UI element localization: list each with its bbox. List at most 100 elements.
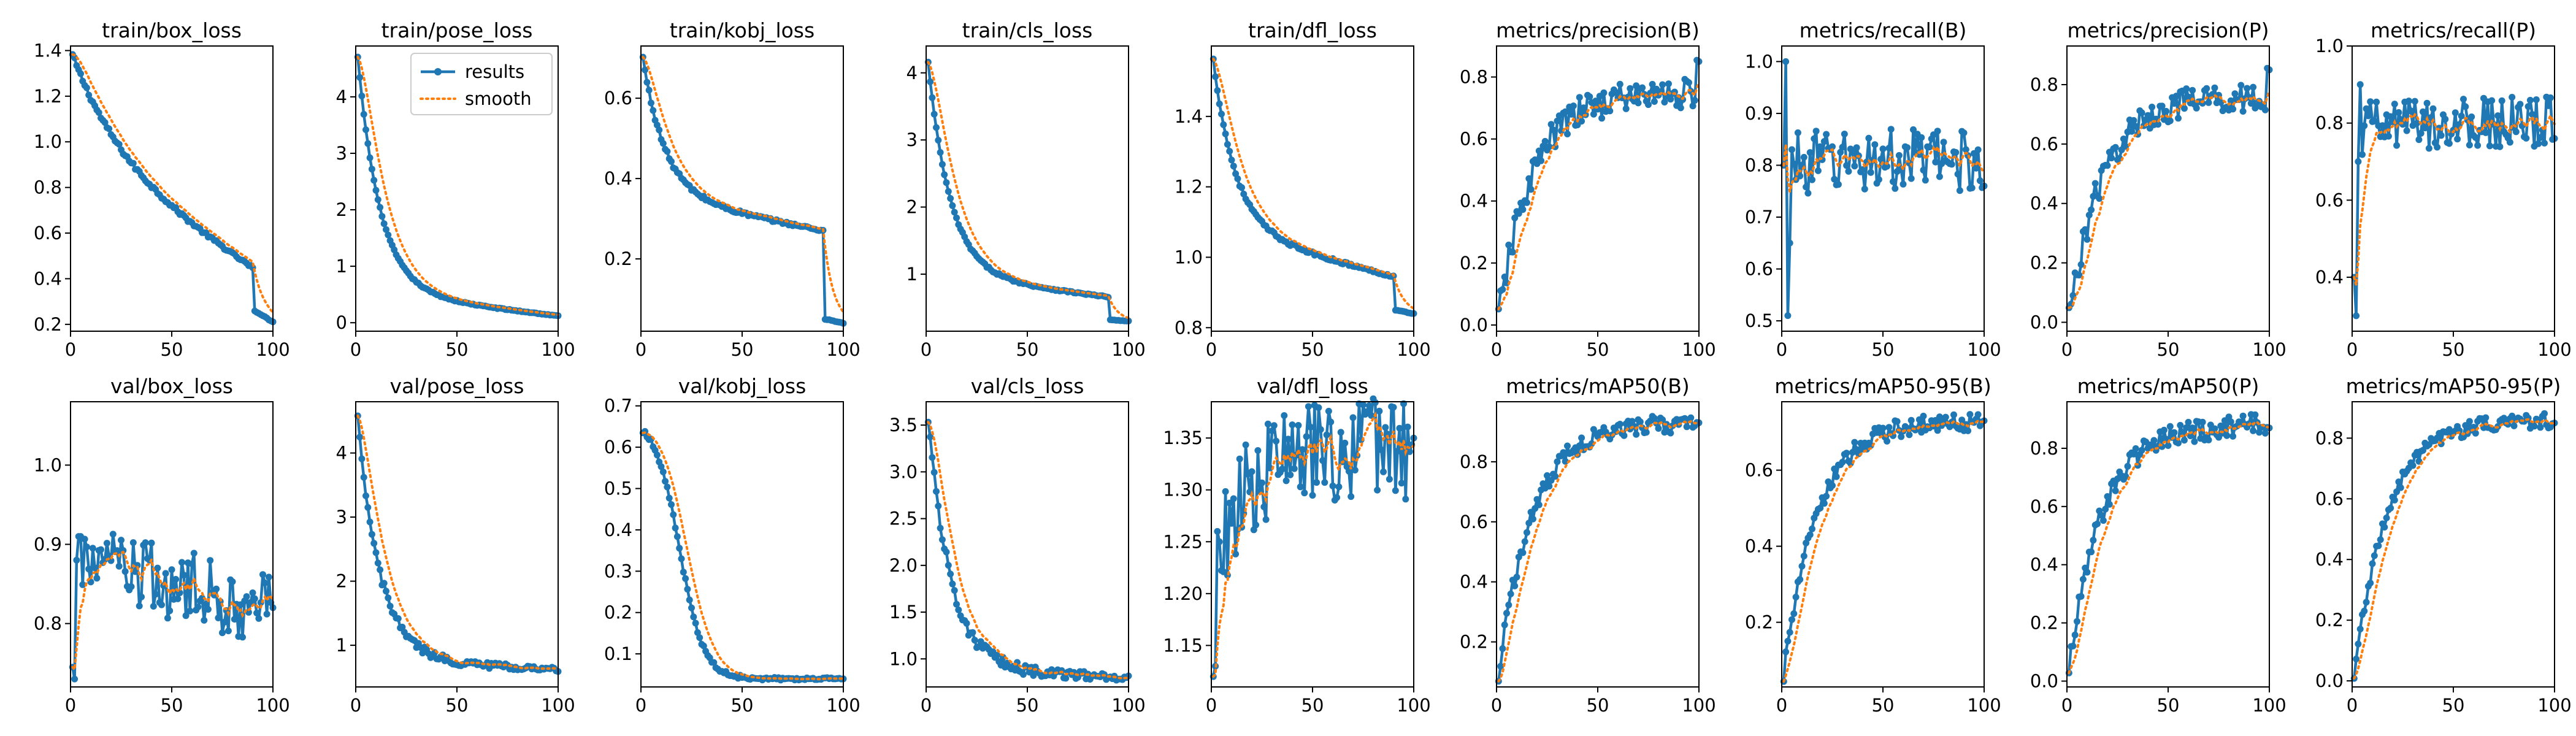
results-point — [2155, 121, 2161, 128]
y-tick-label: 0.2 — [604, 248, 632, 269]
x-tick-label: 100 — [1111, 695, 1145, 716]
results-point — [1544, 472, 1551, 479]
x-tick-label: 100 — [826, 339, 860, 360]
results-point — [2405, 98, 2412, 105]
results-point — [2158, 102, 2166, 110]
results-point — [105, 125, 113, 132]
results-line — [642, 430, 844, 682]
smooth-line — [1212, 411, 1415, 678]
subplot-title: metrics/precision(P) — [2067, 18, 2269, 42]
subplot: metrics/mAP50(P) 0 50 100 0.0 0.2 0.4 0.6 0.8 — [2030, 374, 2287, 716]
x-tick-label: 0 — [65, 339, 76, 360]
results-point — [2363, 599, 2370, 606]
results-point — [204, 606, 212, 613]
results-point — [1305, 403, 1312, 410]
results-point — [378, 213, 386, 220]
results-point — [1659, 81, 1666, 88]
results-point — [380, 220, 388, 228]
results-point — [2150, 437, 2158, 444]
results-point — [2512, 128, 2520, 136]
results-point — [2454, 136, 2461, 143]
results-point — [1499, 645, 1506, 652]
results-point — [2356, 81, 2364, 88]
results-point — [2130, 117, 2137, 124]
results-point — [2102, 505, 2109, 513]
y-tick-label: 0.2 — [34, 314, 62, 335]
y-tick-label: 0.0 — [1460, 315, 1488, 335]
subplot-title: train/cls_loss — [962, 18, 1093, 42]
results-point — [2079, 576, 2087, 583]
x-tick-label: 0 — [2347, 695, 2358, 716]
results-point — [1794, 129, 1801, 136]
results-point — [2166, 117, 2174, 125]
results-point — [929, 454, 936, 461]
results-point — [2112, 144, 2119, 151]
results-point — [665, 494, 673, 502]
results-point — [358, 93, 366, 99]
results-point — [1303, 433, 1310, 440]
results-point — [215, 615, 222, 621]
results-point — [1317, 426, 1324, 433]
results-line — [2068, 413, 2270, 673]
y-tick-label: 2 — [336, 571, 347, 592]
smooth-line — [1497, 81, 1700, 310]
axes-frame — [640, 45, 844, 332]
smooth-line — [642, 56, 845, 313]
results-point — [1234, 175, 1241, 182]
x-tick-label: 100 — [2252, 695, 2286, 716]
results-point — [1535, 501, 1543, 508]
results-point — [385, 231, 392, 239]
results-point — [2537, 134, 2544, 141]
results-point — [2442, 115, 2449, 123]
results-point — [1524, 529, 1530, 536]
results-point — [2472, 429, 2479, 437]
y-tick-label: 0.8 — [2315, 113, 2344, 134]
results-point — [1843, 162, 1850, 169]
results-point — [1790, 160, 1798, 167]
results-point — [2488, 97, 2496, 104]
results-point — [2205, 99, 2212, 106]
smooth-line — [927, 61, 1130, 320]
results-point — [927, 433, 934, 440]
results-point — [1538, 157, 1545, 164]
results-point — [1839, 459, 1846, 466]
results-point — [1576, 94, 1583, 101]
results-point — [1226, 499, 1233, 507]
y-tick-label: 1.0 — [889, 648, 918, 669]
results-point — [1228, 156, 1235, 164]
results-point — [1392, 487, 1399, 494]
y-tick-label: 3.0 — [889, 461, 918, 482]
results-point — [1236, 455, 1243, 462]
results-point — [1323, 431, 1330, 439]
y-tick-label: 1.4 — [1175, 106, 1203, 127]
results-point — [188, 561, 196, 567]
y-tick-label: 0.4 — [2315, 549, 2344, 570]
y-tick-label: 1.0 — [34, 131, 62, 152]
y-tick-label: 0.3 — [604, 561, 632, 581]
smooth-line — [356, 56, 559, 316]
subplot: val/kobj_loss 0 50 100 0.1 0.2 0.3 0.4 0.5 0.6 0.7 — [604, 374, 861, 716]
axes-frame — [355, 401, 559, 688]
results-point — [91, 564, 99, 572]
results-point — [2393, 142, 2401, 149]
results-point — [692, 619, 699, 627]
results-point — [2185, 418, 2192, 426]
subplot-title: train/dfl_loss — [1248, 18, 1377, 42]
results-point — [1661, 99, 1668, 105]
results-point — [1333, 494, 1341, 501]
results-point — [93, 575, 101, 582]
results-point — [1831, 175, 1838, 183]
results-point — [1290, 465, 1298, 472]
results-point — [2187, 432, 2194, 440]
results-point — [1954, 171, 1961, 178]
results-point — [2193, 104, 2200, 112]
x-tick-label: 50 — [2442, 695, 2465, 716]
x-tick-label: 100 — [1967, 339, 2001, 360]
x-tick-label: 50 — [2157, 695, 2180, 716]
results-point — [688, 604, 695, 611]
results-point — [947, 570, 954, 578]
results-point — [2403, 127, 2410, 134]
results-point — [933, 124, 940, 131]
results-point — [152, 591, 159, 598]
subplot-title: train/kobj_loss — [670, 18, 815, 42]
